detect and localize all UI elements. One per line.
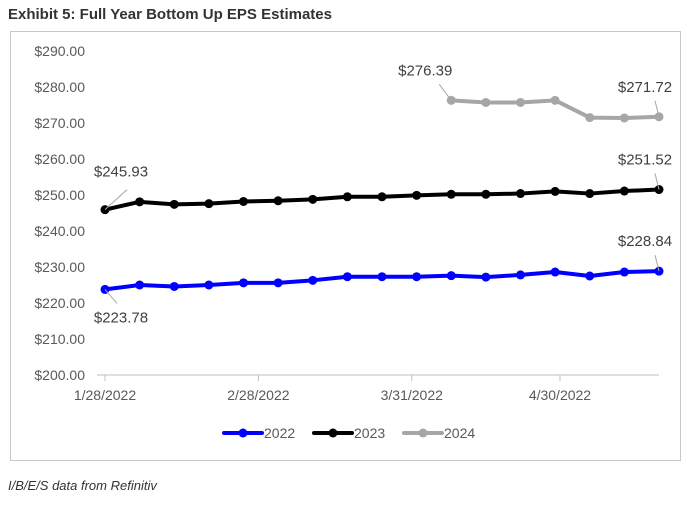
axes: $200.00 $210.00 $220.00 $230.00 $240.00 $250.… — [34, 43, 659, 403]
data-point — [412, 272, 422, 282]
data-point — [204, 280, 214, 290]
data-label: $251.52 — [618, 152, 672, 169]
eps-line-chart: $200.00 $210.00 $220.00 $230.00 $240.00 $250.… — [34, 43, 672, 441]
data-point — [516, 97, 525, 107]
data-point — [585, 189, 595, 199]
legend-label: 2023 — [354, 425, 385, 441]
legend-item-2024: 2024 — [402, 425, 475, 441]
data-point — [273, 278, 283, 288]
data-point — [377, 192, 387, 202]
y-tick-label: $260.00 — [34, 151, 85, 167]
data-point — [619, 186, 629, 196]
annotation-leader — [654, 255, 660, 272]
y-tick-label: $290.00 — [34, 43, 85, 59]
exhibit-title: Exhibit 5: Full Year Bottom Up EPS Estim… — [8, 6, 332, 23]
y-tick-label: $220.00 — [34, 295, 85, 311]
y-tick-label: $200.00 — [34, 367, 85, 383]
annotation-leader — [654, 173, 660, 190]
y-tick-label: $250.00 — [34, 187, 85, 203]
data-point — [169, 281, 179, 291]
data-point — [169, 199, 179, 209]
source-note: I/B/E/S data from Refinitiv — [8, 478, 157, 493]
data-point — [273, 196, 283, 206]
annotations-group: $245.93 $223.78 $276.39 $271.72 $251.52 $228.… — [94, 62, 672, 326]
x-tick-label: 3/31/2022 — [381, 387, 443, 403]
data-point — [308, 275, 318, 285]
y-tick-label: $240.00 — [34, 223, 85, 239]
data-point — [516, 270, 525, 280]
data-point — [619, 113, 629, 123]
data-label: $276.39 — [398, 62, 452, 79]
data-point — [481, 97, 491, 107]
data-point — [446, 189, 456, 199]
data-point — [342, 272, 352, 282]
x-tick-label: 1/28/2022 — [74, 387, 136, 403]
data-point — [135, 197, 145, 207]
data-point — [135, 280, 145, 290]
data-point — [550, 186, 560, 196]
series-group — [100, 95, 664, 294]
legend-item-2023: 2023 — [312, 425, 385, 441]
data-point — [239, 278, 248, 288]
legend-label: 2024 — [444, 425, 475, 441]
data-point — [585, 113, 595, 123]
chart-container: $200.00 $210.00 $220.00 $230.00 $240.00 $250.… — [10, 31, 681, 461]
y-tick-label: $270.00 — [34, 115, 85, 131]
y-tick-label: $230.00 — [34, 259, 85, 275]
legend-item-2022: 2022 — [222, 425, 295, 441]
legend-swatch-marker — [328, 428, 338, 438]
legend-swatch-marker — [418, 428, 428, 438]
legend: 2022 2023 2024 — [222, 425, 475, 441]
data-label: $228.84 — [618, 233, 672, 250]
y-tick-label: $280.00 — [34, 79, 85, 95]
data-label: $245.93 — [94, 164, 148, 181]
x-tick-label: 2/28/2022 — [227, 387, 289, 403]
data-label: $223.78 — [94, 309, 148, 326]
data-point — [377, 272, 387, 282]
y-tick-label: $210.00 — [34, 331, 85, 347]
data-point — [550, 95, 560, 105]
data-point — [550, 267, 560, 277]
data-point — [412, 190, 422, 200]
data-point — [619, 267, 629, 277]
series-2024 — [446, 95, 664, 123]
series-2022 — [100, 266, 664, 294]
data-point — [239, 196, 248, 206]
annotation-leader — [104, 189, 128, 211]
annotation-leader — [438, 84, 452, 101]
legend-swatch-marker — [238, 428, 248, 438]
data-point — [204, 199, 214, 209]
data-point — [481, 189, 491, 199]
data-label: $271.72 — [618, 79, 672, 96]
annotation-leader — [104, 289, 118, 304]
annotation-leader — [654, 100, 660, 117]
data-point — [308, 194, 318, 204]
series-2023 — [100, 185, 664, 215]
data-point — [481, 272, 491, 282]
data-point — [446, 271, 456, 281]
legend-label: 2022 — [264, 425, 295, 441]
x-tick-label: 4/30/2022 — [529, 387, 591, 403]
data-point — [342, 192, 352, 202]
data-point — [585, 271, 595, 281]
data-point — [516, 189, 525, 199]
